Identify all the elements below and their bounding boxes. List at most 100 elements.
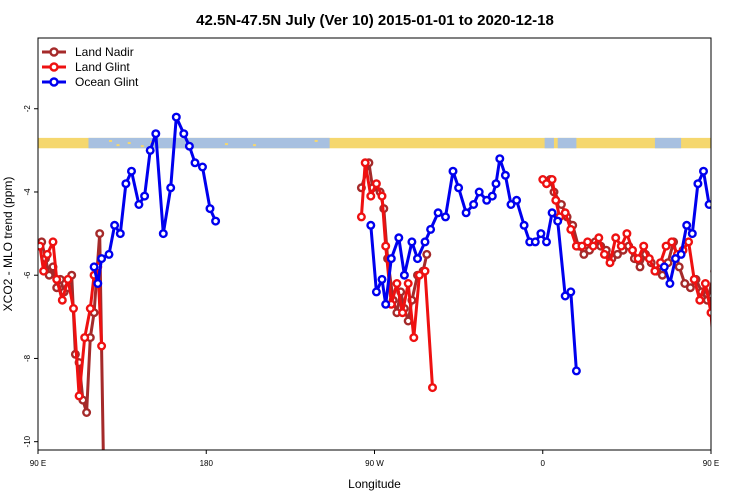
y-tick-label: -6 — [23, 271, 32, 279]
data-point — [704, 200, 711, 209]
band-speckle — [587, 142, 591, 145]
data-point — [126, 166, 136, 176]
data-point — [407, 237, 417, 247]
data-point — [115, 229, 125, 239]
data-point — [665, 279, 675, 289]
band-speckle — [602, 145, 606, 148]
data-point — [560, 208, 570, 218]
ocean-band-segment — [544, 137, 554, 149]
data-point — [659, 262, 669, 272]
data-point — [566, 287, 576, 297]
data-point — [95, 229, 105, 239]
data-point — [134, 199, 144, 209]
data-point — [398, 308, 408, 318]
data-point — [684, 237, 694, 247]
x-tick-label: 180 — [200, 459, 214, 468]
ocean-band-segment — [557, 137, 577, 149]
data-point — [386, 254, 396, 264]
data-point — [377, 274, 387, 284]
series-group — [38, 112, 711, 450]
data-point — [211, 216, 221, 226]
band-speckle — [639, 141, 643, 143]
data-point — [42, 249, 52, 259]
data-point — [495, 154, 505, 164]
data-point — [197, 162, 207, 172]
data-point — [80, 333, 90, 343]
data-point — [68, 304, 78, 314]
data-point — [428, 383, 438, 393]
data-point — [190, 158, 200, 168]
data-point — [140, 191, 150, 201]
data-point — [506, 199, 516, 209]
x-tick-label: 90 E — [703, 459, 719, 468]
data-point — [356, 212, 366, 222]
data-point — [158, 229, 168, 239]
data-point — [512, 195, 522, 205]
data-point — [571, 366, 581, 376]
data-point — [551, 195, 561, 205]
band-speckle — [127, 142, 131, 145]
data-point — [685, 283, 695, 293]
data-point — [530, 237, 540, 247]
data-point — [39, 266, 49, 276]
data-point — [179, 129, 189, 139]
data-point — [166, 183, 176, 193]
band-speckle — [625, 143, 629, 146]
data-point — [381, 299, 391, 309]
data-point — [360, 158, 370, 168]
legend-label: Land Nadir — [75, 45, 134, 59]
data-point — [695, 295, 705, 305]
series-ocean-glint — [89, 112, 711, 376]
data-point — [151, 129, 161, 139]
data-point — [448, 166, 458, 176]
data-point — [366, 191, 376, 201]
data-point — [85, 304, 95, 314]
data-point — [487, 191, 497, 201]
data-point — [44, 270, 54, 280]
data-point — [644, 254, 654, 264]
data-point — [63, 274, 73, 284]
data-point — [38, 241, 45, 251]
data-point — [687, 229, 697, 239]
data-point — [577, 241, 587, 251]
legend-item: Land Glint — [42, 60, 130, 74]
data-point — [394, 233, 404, 243]
data-point — [441, 212, 451, 222]
band-speckle — [464, 141, 468, 143]
data-point — [542, 237, 552, 247]
y-tick-label: -4 — [23, 188, 32, 196]
data-point — [403, 279, 413, 289]
legend-marker — [49, 47, 59, 57]
data-point — [371, 179, 381, 189]
data-point — [461, 208, 471, 218]
band-speckle — [109, 139, 113, 142]
y-tick-label: -2 — [23, 105, 32, 113]
data-point — [594, 233, 604, 243]
data-point — [676, 249, 686, 259]
data-point — [616, 241, 626, 251]
data-point — [674, 262, 684, 272]
data-point — [542, 179, 552, 189]
data-point — [639, 241, 649, 251]
data-point — [205, 204, 215, 214]
data-point — [171, 112, 181, 122]
data-point — [583, 237, 593, 247]
data-point — [706, 308, 711, 318]
data-point — [414, 270, 424, 280]
data-point — [474, 187, 484, 197]
band-speckle — [314, 139, 318, 142]
data-point — [371, 287, 381, 297]
data-point — [381, 241, 391, 251]
ocean-band-segment — [654, 137, 682, 149]
chart-title: 42.5N-47.5N July (Ver 10) 2015-01-01 to … — [196, 12, 554, 29]
data-point — [413, 254, 423, 264]
data-point — [433, 208, 443, 218]
data-point — [693, 179, 703, 189]
land-ocean-band — [38, 137, 711, 149]
data-point — [97, 254, 107, 264]
plot-area — [38, 112, 711, 450]
data-point — [650, 266, 660, 276]
data-point — [671, 254, 681, 264]
x-tick-label: 0 — [541, 459, 546, 468]
